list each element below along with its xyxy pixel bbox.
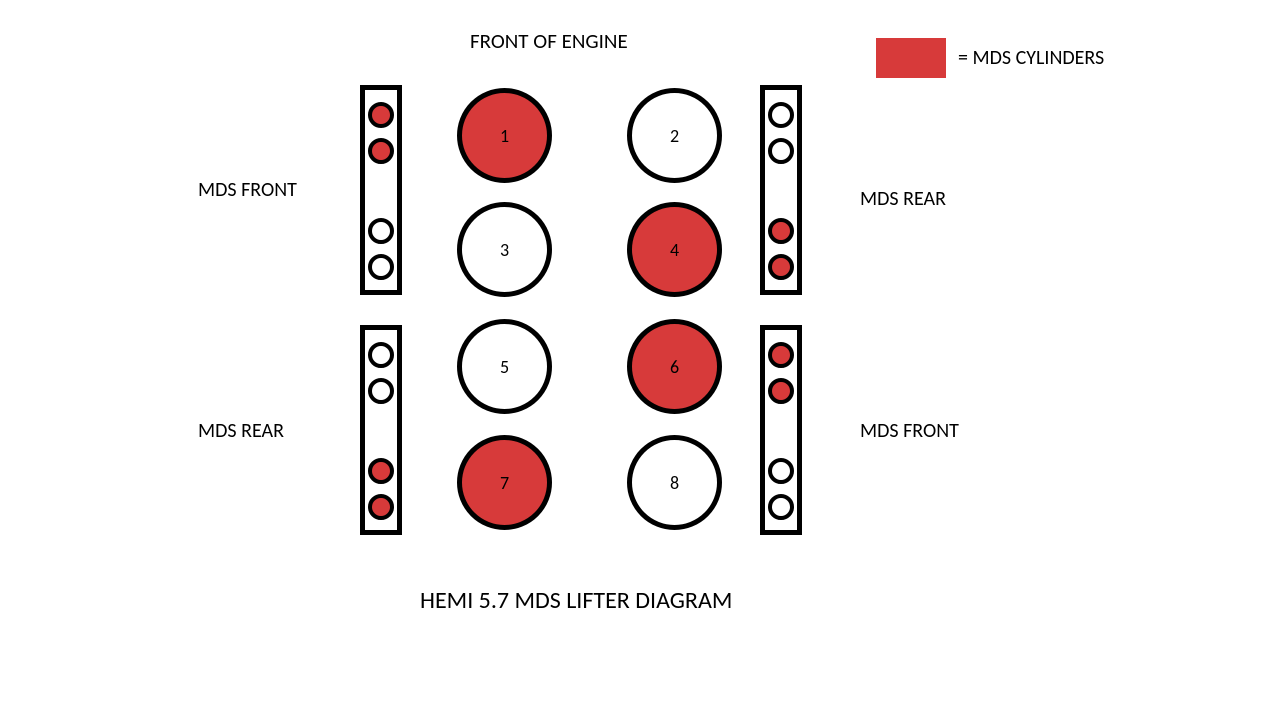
cylinder-number: 7 xyxy=(500,472,509,494)
lifter-small xyxy=(768,102,794,128)
lifter-small xyxy=(768,494,794,520)
cylinder-number: 3 xyxy=(500,239,509,261)
lifter-small xyxy=(368,254,394,280)
lifter-small xyxy=(368,378,394,404)
lifter-small xyxy=(368,342,394,368)
lifter-small xyxy=(768,218,794,244)
lifter-box-right-upper xyxy=(760,85,802,295)
cylinder-4: 4 xyxy=(627,202,722,297)
front-of-engine-label: FRONT OF ENGINE xyxy=(470,28,628,54)
lifter-small xyxy=(768,254,794,280)
lifter-small xyxy=(368,494,394,520)
cylinder-5: 5 xyxy=(457,319,552,414)
right-upper-label: MDS REAR xyxy=(860,187,946,211)
legend-text: = MDS CYLINDERS xyxy=(958,46,1104,70)
lifter-small xyxy=(768,458,794,484)
lifter-small xyxy=(368,458,394,484)
cylinder-number: 8 xyxy=(670,472,679,494)
cylinder-number: 6 xyxy=(670,356,679,378)
diagram-title: HEMI 5.7 MDS LIFTER DIAGRAM xyxy=(420,586,732,615)
lifter-small xyxy=(768,342,794,368)
left-upper-label: MDS FRONT xyxy=(198,178,297,202)
cylinder-6: 6 xyxy=(627,319,722,414)
cylinder-number: 4 xyxy=(670,239,679,261)
right-lower-label: MDS FRONT xyxy=(860,419,959,443)
cylinder-number: 1 xyxy=(500,125,509,147)
lifter-small xyxy=(768,378,794,404)
lifter-small xyxy=(368,218,394,244)
cylinder-8: 8 xyxy=(627,435,722,530)
lifter-small xyxy=(368,138,394,164)
lifter-small xyxy=(768,138,794,164)
cylinder-1: 1 xyxy=(457,88,552,183)
cylinder-7: 7 xyxy=(457,435,552,530)
lifter-small xyxy=(368,102,394,128)
cylinder-3: 3 xyxy=(457,202,552,297)
left-lower-label: MDS REAR xyxy=(198,419,284,443)
cylinder-number: 2 xyxy=(670,125,679,147)
lifter-box-left-upper xyxy=(360,85,402,295)
cylinder-2: 2 xyxy=(627,88,722,183)
cylinder-number: 5 xyxy=(500,356,509,378)
lifter-box-right-lower xyxy=(760,325,802,535)
legend-swatch xyxy=(876,38,946,78)
lifter-box-left-lower xyxy=(360,325,402,535)
